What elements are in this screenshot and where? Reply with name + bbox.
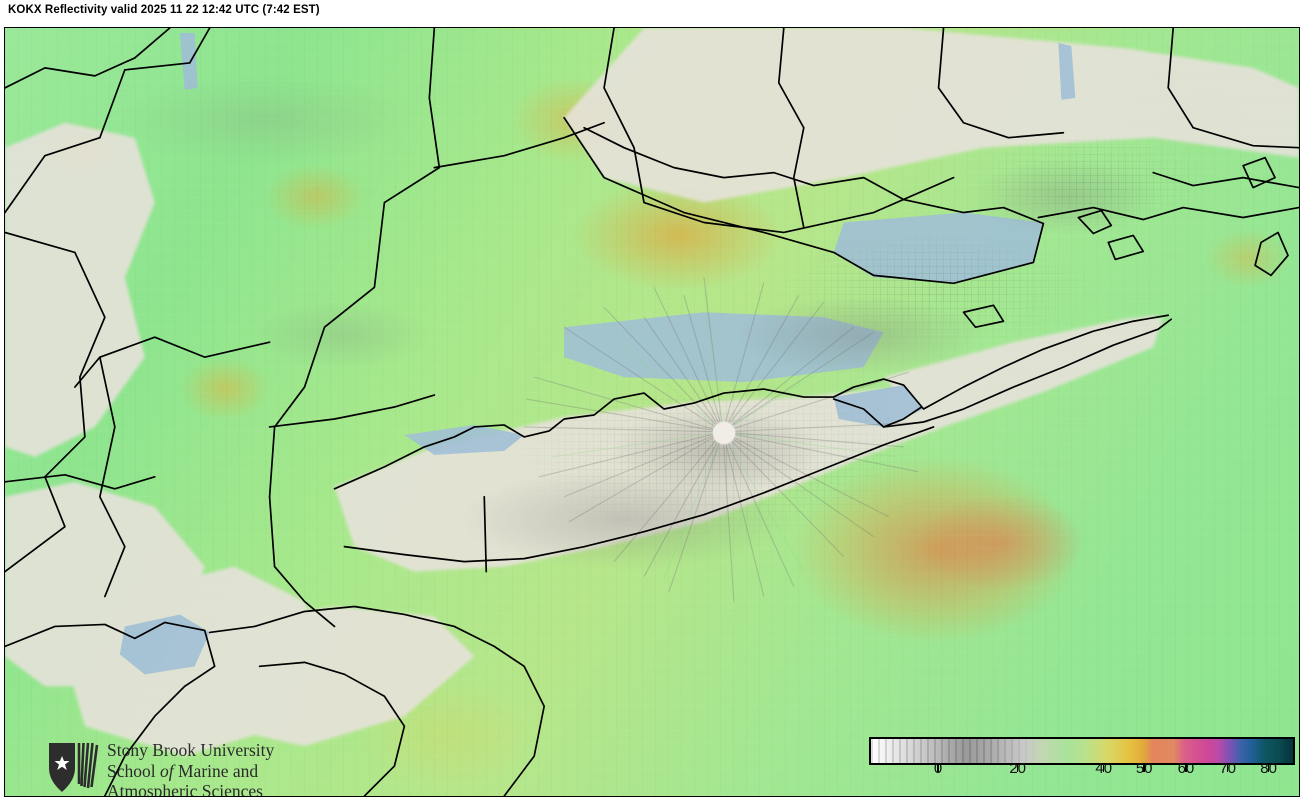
colorbar-label-50: 50 [1135,760,1153,777]
colorbar-gray-stripes [871,739,1068,763]
colorbar-tick-70 [1226,765,1229,772]
map-canvas[interactable]: Stony Brook University School of Marine … [4,27,1300,797]
colorbar-tick-20 [1016,765,1019,772]
reflectivity-colorbar[interactable] [869,737,1295,765]
colorbar-label-20: 20 [1009,760,1027,777]
colorbar-tick-50 [1143,765,1145,772]
colorbar-tick-0 [937,765,939,772]
colorbar-label-60: 60 [1177,760,1195,777]
political-boundaries-layer [5,28,1299,796]
colorbar-gray-ramp [871,739,1068,763]
colorbar-tick-60 [1185,765,1187,772]
colorbar-tick-40 [1102,765,1105,772]
terrain-layer [5,28,1299,796]
ground-clutter-layer [5,28,1299,796]
colorbar-label-0: 0 [933,760,943,777]
colorbar-color-ramp [1067,739,1293,763]
colorbar-label-80: 80 [1260,760,1277,777]
colorbar-tick-80 [1267,765,1270,772]
colorbar-label-70: 70 [1219,760,1237,777]
clutter-pixel-grid [5,28,1299,796]
page-title: KOKX Reflectivity valid 2025 11 22 12:42… [8,4,320,16]
colorbar-label-40: 40 [1095,760,1113,777]
radar-site-marker [713,422,735,444]
radar-radial-spokes [5,28,1299,796]
